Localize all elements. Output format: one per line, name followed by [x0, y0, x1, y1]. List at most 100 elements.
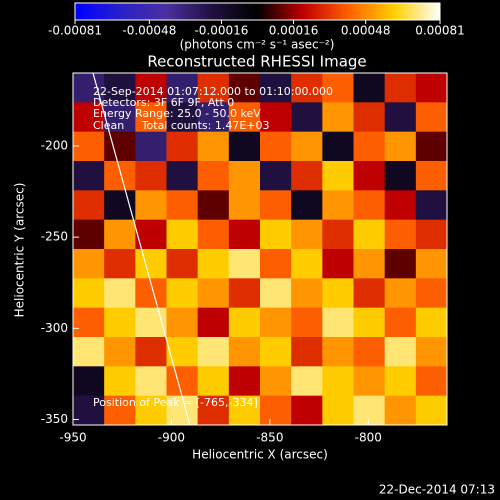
cell — [384, 337, 417, 367]
colorbar-swatch — [217, 3, 222, 20]
cell — [322, 73, 354, 103]
colorbar-swatch — [385, 3, 389, 20]
cell — [104, 102, 136, 133]
colorbar-swatch — [415, 3, 420, 20]
colorbar-swatch — [260, 3, 265, 20]
cell — [197, 307, 230, 338]
colorbar-swatch — [199, 3, 204, 20]
x-tick-label: -900 — [158, 431, 185, 445]
cell — [353, 307, 386, 338]
colorbar-swatch — [172, 3, 176, 20]
cell — [135, 131, 167, 162]
cell — [384, 366, 417, 397]
cell — [260, 307, 292, 338]
colorbar-swatch — [315, 3, 319, 20]
cell — [135, 190, 167, 221]
cell — [291, 337, 323, 367]
colorbar-swatch — [129, 3, 134, 20]
cell — [166, 131, 199, 162]
cell — [291, 307, 323, 338]
cell — [415, 131, 448, 162]
cell — [260, 73, 292, 103]
cell — [415, 307, 448, 338]
cell — [228, 102, 261, 133]
cell — [166, 337, 199, 367]
colorbar-swatch — [154, 3, 158, 20]
colorbar-swatch — [333, 3, 338, 20]
colorbar-swatch — [138, 3, 143, 20]
colorbar-swatch — [324, 3, 328, 20]
plot-frame — [72, 72, 448, 426]
cell — [166, 366, 199, 397]
cell — [384, 73, 417, 103]
colorbar-swatch — [132, 3, 137, 20]
cell — [384, 395, 417, 426]
colorbar-swatch — [211, 3, 216, 20]
cell — [415, 190, 448, 221]
x-tick-label: -850 — [256, 431, 283, 445]
cell — [384, 161, 417, 191]
colorbar-tick-label: 0.00016 — [269, 24, 319, 38]
colorbar-swatch — [263, 3, 268, 20]
colorbar-swatch — [193, 3, 198, 20]
chart-title: Reconstructed RHESSI Image — [147, 53, 366, 71]
colorbar-swatch — [202, 3, 207, 20]
colorbar-swatch — [397, 3, 401, 20]
cell — [135, 337, 167, 367]
cell — [415, 337, 448, 367]
cell — [384, 102, 417, 133]
cell — [415, 73, 448, 103]
colorbar-swatch — [300, 3, 304, 20]
heatmap — [73, 73, 448, 426]
colorbar-swatch — [294, 3, 298, 20]
peak-label: Position of Peak = [-765,-334] — [93, 396, 258, 409]
colorbar-swatch — [266, 3, 271, 20]
colorbar-swatch — [424, 3, 429, 20]
colorbar-tick-label: -0.00048 — [122, 24, 176, 38]
colorbar-swatch — [120, 3, 125, 20]
x-tick-label: -950 — [59, 431, 86, 445]
colorbar-swatch — [403, 3, 408, 20]
y-tick-label: -200 — [41, 138, 68, 152]
colorbar-swatch — [290, 3, 295, 20]
colorbar-swatch — [272, 3, 277, 20]
cell — [197, 73, 230, 103]
y-axis-label: Heliocentric Y (arcsec) — [13, 183, 27, 318]
colorbar-swatch — [123, 3, 128, 20]
cell — [197, 337, 230, 367]
colorbar-swatch — [391, 3, 395, 20]
cell — [228, 249, 261, 279]
cell — [415, 395, 448, 426]
cell — [104, 337, 136, 367]
cell — [353, 395, 386, 426]
cell — [135, 73, 167, 103]
cell — [197, 131, 230, 162]
cell — [260, 131, 292, 162]
cell — [228, 219, 261, 250]
colorbar-swatch — [327, 3, 331, 20]
cell — [135, 395, 167, 426]
cell — [291, 219, 323, 250]
colorbar-swatch — [388, 3, 392, 20]
cell — [228, 395, 261, 426]
colorbar-swatch — [135, 3, 140, 20]
colorbar-swatch — [360, 3, 365, 20]
colorbar-swatch — [175, 3, 179, 20]
x-axis-label: Heliocentric X (arcsec) — [192, 448, 328, 462]
colorbar-swatch — [117, 3, 122, 20]
cell — [415, 278, 448, 309]
cell — [73, 307, 105, 338]
colorbar-swatch — [114, 3, 119, 20]
colorbar-swatch — [284, 3, 289, 20]
colorbar-tick-label: -0.00016 — [194, 24, 248, 38]
colorbar-swatch — [151, 3, 155, 20]
colorbar-swatch — [102, 3, 106, 20]
cell — [73, 102, 105, 133]
cell — [166, 102, 199, 133]
cell — [228, 73, 261, 103]
colorbar-swatch — [105, 3, 109, 20]
colorbar-swatch — [96, 3, 100, 20]
cell — [291, 73, 323, 103]
colorbar-swatch — [254, 3, 258, 20]
